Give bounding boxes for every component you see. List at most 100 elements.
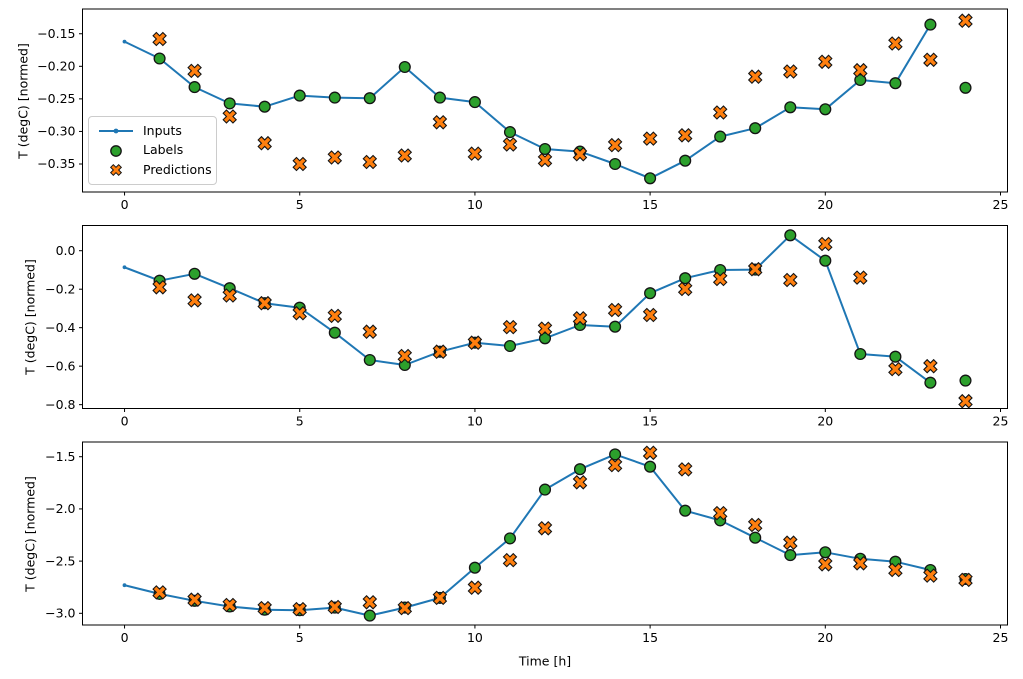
x-tick-label: 5 (296, 197, 304, 212)
labels-markers (153, 18, 972, 185)
prediction-marker (572, 311, 588, 326)
prediction-marker (572, 146, 588, 162)
prediction-marker (327, 599, 343, 615)
prediction-marker (362, 595, 378, 610)
prediction-marker (958, 572, 973, 588)
label-marker (644, 287, 657, 300)
y-axis-label-subplot-3: T (degC) [normed] (22, 475, 38, 592)
prediction-marker (888, 562, 903, 578)
legend-label-predictions: Predictions (143, 161, 212, 177)
prediction-marker (222, 288, 237, 303)
label-marker (644, 172, 657, 185)
prediction-marker (677, 462, 693, 477)
predictions-markers (152, 13, 973, 172)
inputs-point (122, 265, 127, 270)
label-marker (609, 448, 622, 461)
prediction-marker (747, 517, 763, 533)
prediction-marker (642, 131, 658, 146)
prediction-marker (783, 272, 798, 288)
prediction-marker (397, 348, 413, 364)
x-tick-label: 20 (817, 630, 833, 645)
prediction-marker (783, 535, 798, 550)
inputs-points (122, 22, 933, 181)
prediction-marker (958, 393, 973, 409)
x-tick-label: 25 (993, 197, 1009, 212)
prediction-marker (572, 475, 588, 490)
prediction-marker (327, 150, 343, 165)
x-tick-label: 5 (296, 414, 304, 429)
prediction-marker (537, 152, 553, 168)
prediction-marker (502, 137, 518, 152)
prediction-marker (677, 128, 693, 143)
prediction-marker (712, 271, 728, 287)
legend-item-labels: Labels (97, 141, 208, 161)
label-marker (363, 609, 376, 622)
label-marker (538, 332, 552, 345)
label-marker (328, 91, 341, 104)
label-marker (819, 254, 832, 267)
prediction-marker (397, 600, 413, 616)
y-tick-label: −2.5 (45, 553, 75, 568)
prediction-marker (432, 115, 448, 130)
label-marker (854, 347, 867, 361)
prediction-marker (292, 601, 307, 617)
label-marker (749, 122, 762, 135)
labels-markers (153, 448, 972, 622)
x-tick-label: 10 (467, 414, 483, 429)
prediction-marker (222, 597, 237, 613)
label-marker (749, 531, 762, 544)
prediction-marker (607, 457, 623, 473)
label-marker (468, 96, 481, 109)
x-tick-label: 0 (121, 197, 129, 212)
predictions-markers (152, 236, 973, 409)
label-marker (924, 18, 937, 31)
prediction-marker (923, 358, 938, 374)
label-marker (679, 504, 692, 517)
label-marker (538, 483, 552, 496)
prediction-marker (362, 154, 378, 170)
label-marker (398, 60, 411, 74)
y-tick-label: −0.6 (45, 358, 75, 373)
prediction-marker (853, 62, 868, 78)
x-tick-label: 5 (296, 630, 304, 645)
label-marker (889, 77, 902, 90)
inputs-points (122, 233, 933, 385)
prediction-marker (187, 63, 202, 79)
prediction-marker (152, 585, 167, 600)
inputs-point (122, 583, 127, 588)
label-marker (714, 130, 727, 143)
label-marker (293, 89, 306, 102)
prediction-marker (818, 557, 833, 572)
y-tick-label: −0.20 (37, 59, 75, 74)
prediction-marker (397, 148, 413, 163)
label-marker (573, 463, 587, 476)
label-marker (679, 154, 692, 167)
x-tick-label: 0 (121, 414, 129, 429)
labels-circle-icon (97, 144, 135, 158)
prediction-marker (923, 568, 938, 583)
prediction-marker (432, 344, 448, 359)
prediction-marker (607, 302, 623, 318)
subplot-1: 0 5 10 15 20 25 −0.15 −0.20 −0.25 −0.30 −0.35 (37, 8, 1009, 212)
prediction-marker (783, 64, 798, 79)
prediction-marker (257, 295, 272, 311)
label-marker (609, 157, 622, 171)
x-tick-label: 15 (642, 414, 658, 429)
prediction-marker (712, 505, 728, 521)
prediction-marker (327, 308, 343, 324)
prediction-marker (152, 31, 167, 47)
predictions-markers (152, 445, 973, 617)
x-tick-label: 10 (467, 630, 483, 645)
legend-label-labels: Labels (143, 142, 184, 158)
y-tick-label: 0.0 (56, 243, 76, 258)
y-tick-label: −0.30 (37, 124, 75, 139)
prediction-marker (152, 280, 167, 295)
label-marker (328, 326, 341, 339)
y-tick-label: −0.15 (37, 26, 75, 41)
subplot-2: 0 5 10 15 20 25 0.0 −0.2 −0.4 −0.6 −0.8 (45, 225, 1008, 429)
prediction-marker (467, 580, 483, 595)
x-tick-label: 10 (467, 197, 483, 212)
y-tick-label: −1.5 (45, 449, 75, 464)
label-marker (258, 100, 271, 113)
label-marker (959, 374, 972, 387)
